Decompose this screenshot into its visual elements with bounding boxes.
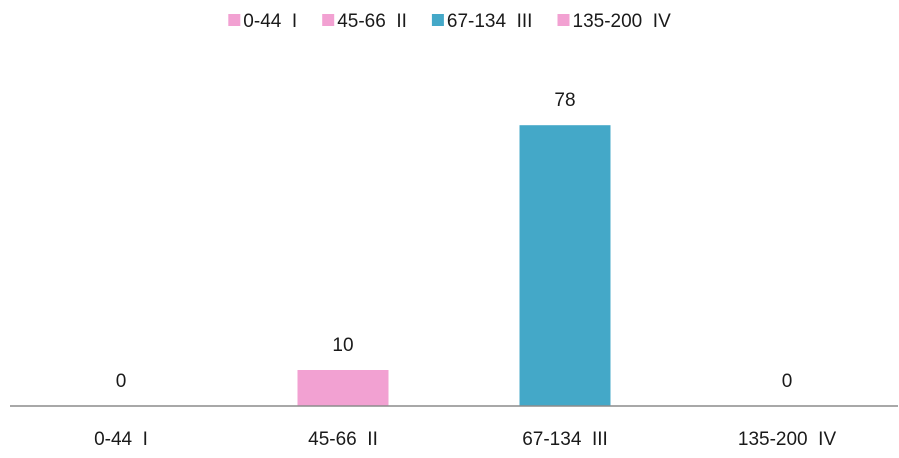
data-labels: 0 10 78 0 — [116, 90, 793, 392]
legend-item-45-66-ii: 45-66 II — [322, 11, 407, 32]
legend-label-0-44-i: 0-44 I — [243, 11, 297, 32]
legend-swatch-0-44-i — [228, 14, 241, 26]
legend-label-67-134-iii: 67-134 III — [447, 11, 533, 32]
bar-67-134-iii — [519, 125, 611, 406]
legend: 0-44 I 45-66 II 67-134 III 135-200 IV — [228, 11, 671, 32]
x-tick-label-0-44-i: 0-44 I — [94, 429, 148, 450]
legend-item-0-44-i: 0-44 I — [228, 11, 297, 32]
legend-swatch-45-66-ii — [322, 14, 335, 26]
legend-item-135-200-iv: 135-200 IV — [557, 11, 672, 32]
legend-label-135-200-iv: 135-200 IV — [573, 11, 672, 32]
bar-45-66-ii — [297, 370, 389, 406]
x-tick-label-135-200-iv: 135-200 IV — [738, 429, 837, 450]
legend-item-67-134-iii: 67-134 III — [431, 11, 533, 32]
legend-swatch-67-134-iii — [431, 14, 444, 26]
data-label-67-134-iii: 78 — [554, 90, 575, 111]
bars — [297, 125, 611, 406]
data-label-45-66-ii: 10 — [332, 335, 353, 356]
data-label-135-200-iv: 0 — [782, 371, 793, 392]
x-tick-label-45-66-ii: 45-66 II — [308, 429, 378, 450]
legend-swatch-135-200-iv — [557, 14, 570, 26]
x-axis: 0-44 I 45-66 II 67-134 III 135-200 IV — [10, 405, 898, 450]
data-label-0-44-i: 0 — [116, 371, 127, 392]
legend-label-45-66-ii: 45-66 II — [337, 11, 407, 32]
x-tick-label-67-134-iii: 67-134 III — [522, 429, 608, 450]
